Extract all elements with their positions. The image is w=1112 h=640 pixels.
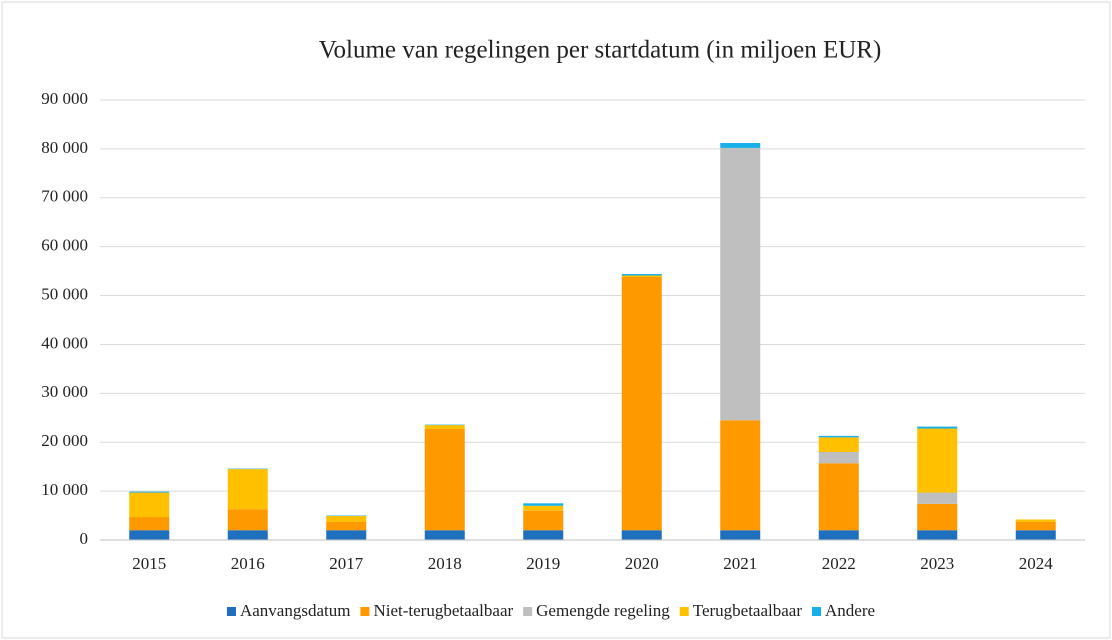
y-tick-label: 10 000: [41, 480, 88, 499]
bar-segment: [917, 428, 958, 493]
x-tick-label: 2023: [920, 554, 954, 573]
bar-segment: [523, 503, 564, 506]
bar-segment: [720, 420, 761, 531]
bar-segment: [917, 426, 958, 429]
y-tick-label: 40 000: [41, 333, 88, 352]
bar-segment: [523, 505, 564, 511]
bar-segment: [1015, 521, 1056, 531]
x-tick-label: 2020: [625, 554, 659, 573]
legend-label: Terugbetaalbaar: [693, 601, 803, 620]
y-tick-label: 80 000: [41, 138, 88, 157]
y-tick-label: 90 000: [41, 89, 88, 108]
x-tick-label: 2018: [428, 554, 462, 573]
legend-label: Gemengde regeling: [536, 601, 670, 620]
y-tick-label: 0: [80, 529, 89, 548]
x-tick-label: 2017: [329, 554, 364, 573]
bar-segment: [424, 425, 465, 430]
y-tick-label: 60 000: [41, 236, 88, 255]
bar-segment: [818, 452, 859, 464]
x-tick-label: 2022: [822, 554, 856, 573]
bar-segment: [129, 530, 170, 540]
x-tick-label: 2019: [526, 554, 560, 573]
bar-segment: [818, 437, 859, 452]
x-tick-label: 2016: [231, 554, 265, 573]
bar-segment: [621, 274, 662, 276]
bar-segment: [720, 143, 761, 148]
chart-title: Volume van regelingen per startdatum (in…: [319, 37, 882, 64]
legend-swatch: [812, 607, 821, 616]
bar-segment: [818, 463, 859, 531]
bar-segment: [917, 492, 958, 504]
legend-label: Niet-terugbetaalbaar: [373, 601, 513, 620]
x-tick-label: 2024: [1019, 554, 1054, 573]
bar-segment: [1015, 530, 1056, 540]
y-tick-label: 30 000: [41, 382, 88, 401]
legend-label: Aanvangsdatum: [240, 601, 350, 620]
bar-segment: [523, 530, 564, 540]
bar-segment: [621, 275, 662, 277]
bar-segment: [227, 509, 268, 531]
bar-segment: [818, 530, 859, 540]
x-tick-label: 2021: [723, 554, 757, 573]
bar-segment: [917, 503, 958, 531]
y-tick-label: 20 000: [41, 431, 88, 450]
bar-segment: [326, 521, 367, 531]
bar-segment: [326, 530, 367, 540]
legend-swatch: [226, 607, 236, 616]
y-tick-label: 50 000: [41, 284, 88, 303]
bar-segment: [129, 491, 170, 493]
bar-segment: [326, 516, 367, 522]
bar-segment: [917, 530, 958, 540]
bar-segment: [424, 530, 465, 540]
bar-segment: [720, 530, 761, 540]
legend-swatch: [360, 607, 370, 616]
legend-swatch: [679, 607, 689, 616]
bar-segment: [621, 276, 662, 531]
legend-label: Andere: [825, 601, 875, 620]
bar-segment: [818, 435, 859, 438]
x-tick-label: 2015: [132, 554, 166, 573]
bar-segment: [129, 517, 170, 531]
bar-segment: [1015, 519, 1056, 522]
bar-segment: [621, 530, 662, 540]
bar-segment: [227, 469, 268, 510]
bar-segment: [129, 492, 170, 518]
bar-segment: [424, 429, 465, 531]
y-tick-label: 70 000: [41, 187, 88, 206]
bar-segment: [523, 510, 564, 531]
bar-segment: [227, 530, 268, 540]
legend-swatch: [523, 607, 533, 616]
bar-segment: [720, 147, 761, 421]
